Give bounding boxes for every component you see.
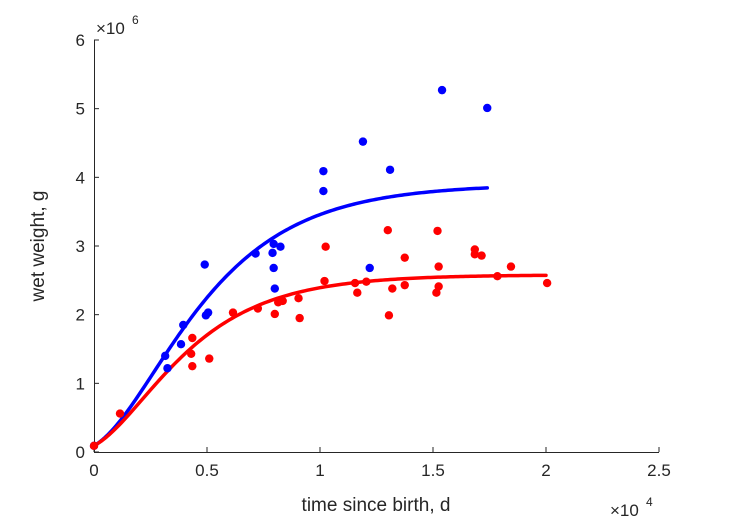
data-point-series-1 — [385, 165, 395, 174]
data-point-series-2 — [278, 296, 287, 306]
x-tick-label: 1.5 — [421, 461, 445, 480]
y-exponent-base: ×10 — [96, 19, 125, 38]
x-tick-label: 0 — [89, 461, 98, 480]
y-tick-label: 2 — [76, 306, 85, 325]
data-point-series-2 — [384, 311, 394, 320]
data-point-series-1 — [319, 186, 328, 196]
data-point-series-2 — [477, 251, 486, 260]
data-point-series-1 — [269, 263, 278, 273]
x-tick-label: 2 — [541, 461, 550, 480]
y-tick-label: 6 — [76, 31, 85, 50]
data-point-series-2 — [400, 253, 409, 262]
data-point-series-2 — [388, 284, 397, 293]
data-point-series-1 — [270, 284, 279, 293]
data-point-series-1 — [176, 339, 186, 349]
data-point-series-2 — [205, 354, 214, 363]
y-exponent: ×10 6 — [96, 13, 139, 38]
data-point-series-2 — [434, 282, 443, 291]
data-point-series-2 — [383, 226, 392, 235]
data-point-series-2 — [433, 226, 442, 236]
data-point-series-2 — [434, 262, 443, 271]
y-axis-label: wet weight, g — [28, 191, 49, 303]
x-tick-label: 1 — [315, 461, 324, 480]
data-point-series-2 — [294, 293, 303, 303]
data-point-series-2 — [321, 242, 330, 251]
x-exponent: ×10 4 — [610, 495, 653, 520]
data-point-series-2 — [400, 280, 409, 290]
data-point-series-1 — [200, 260, 209, 269]
data-point-series-2 — [188, 361, 197, 371]
fit-line-series-1 — [92, 186, 489, 448]
data-point-series-1 — [319, 166, 328, 176]
data-point-series-2 — [350, 278, 360, 288]
axes — [94, 40, 659, 453]
data-point-series-2 — [493, 272, 502, 281]
data-point-series-1 — [365, 263, 374, 273]
y-tick-label: 4 — [76, 168, 85, 187]
data-point-series-1 — [276, 242, 285, 251]
data-point-series-2 — [89, 441, 99, 451]
data-point-series-2 — [270, 309, 279, 319]
y-tick-label: 1 — [76, 374, 85, 393]
data-point-series-2 — [295, 313, 304, 323]
data-point-series-2 — [228, 308, 238, 317]
data-point-series-2 — [470, 250, 480, 259]
data-point-series-1 — [179, 320, 188, 330]
y-exponent-power: 6 — [132, 13, 139, 27]
data-point-series-2 — [115, 409, 125, 418]
x-axis-label: time since birth, d — [302, 495, 451, 516]
data-point-series-2 — [542, 278, 552, 288]
data-point-series-2 — [362, 277, 371, 286]
data-point-series-1 — [358, 137, 368, 146]
data-point-series-1 — [268, 248, 277, 258]
x-tick-label: 2.5 — [647, 461, 671, 480]
data-point-series-2 — [188, 333, 197, 343]
data-point-series-1 — [251, 249, 260, 258]
fit-lines — [92, 186, 548, 448]
y-tick-label: 0 — [76, 443, 85, 462]
x-exponent-base: ×10 — [610, 501, 639, 520]
data-point-series-1 — [163, 364, 172, 373]
x-tick-label: 0.5 — [195, 461, 219, 480]
data-points — [89, 85, 552, 451]
data-point-series-2 — [506, 262, 516, 271]
data-point-series-2 — [320, 276, 329, 286]
data-point-series-2 — [186, 349, 196, 359]
y-tick-label: 3 — [76, 237, 85, 256]
data-point-series-2 — [353, 288, 362, 297]
data-point-series-2 — [253, 304, 263, 313]
data-point-series-1 — [160, 351, 170, 361]
data-point-series-1 — [437, 85, 447, 95]
ticks: 0 0.5 1 1.5 2 2.5 0 1 2 3 4 5 6 — [76, 31, 671, 480]
y-tick-label: 5 — [76, 100, 85, 119]
data-point-series-1 — [203, 308, 213, 317]
data-point-series-1 — [269, 239, 278, 249]
x-exponent-power: 4 — [646, 495, 653, 509]
data-point-series-1 — [483, 103, 492, 113]
